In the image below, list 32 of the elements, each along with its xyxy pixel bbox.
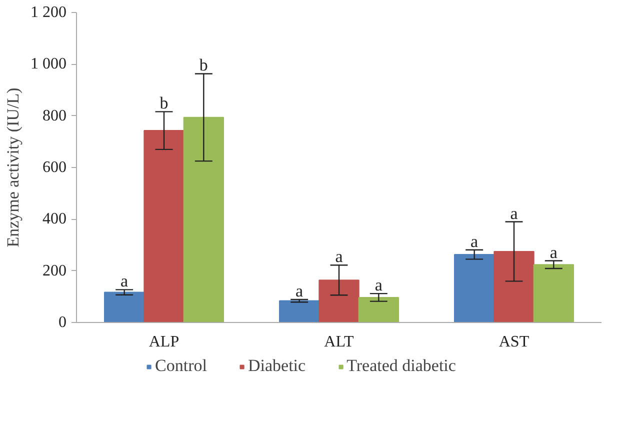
annotation: a bbox=[550, 242, 558, 262]
annotation: a bbox=[335, 247, 344, 266]
legend-label: Control bbox=[155, 356, 207, 376]
y-tick-label: 800 bbox=[42, 107, 66, 124]
y-tick-label: 400 bbox=[42, 210, 66, 228]
annotation: a bbox=[374, 276, 383, 295]
bar bbox=[183, 116, 224, 322]
bar bbox=[104, 292, 145, 322]
y-tick-label: 600 bbox=[42, 159, 66, 176]
bar bbox=[454, 254, 495, 322]
bar bbox=[318, 280, 360, 322]
x-tick-label: ALP bbox=[148, 334, 180, 350]
annotation: a bbox=[296, 282, 304, 301]
bar bbox=[358, 296, 399, 322]
y-tick-label: 0 bbox=[58, 314, 66, 331]
bar bbox=[144, 130, 184, 322]
y-tick-label: 1 000 bbox=[30, 56, 66, 73]
annotation: a bbox=[510, 204, 518, 223]
bar bbox=[533, 264, 574, 322]
x-tick-label: AST bbox=[498, 334, 530, 350]
annotation: a bbox=[120, 272, 129, 291]
bar bbox=[279, 300, 320, 322]
bar bbox=[494, 250, 534, 322]
legend-label: Diabetic bbox=[248, 356, 306, 376]
annotation: b bbox=[199, 56, 208, 75]
y-axis-title: Enzyme activity (IU/L) bbox=[4, 88, 22, 248]
y-tick-label: 200 bbox=[42, 262, 66, 280]
x-tick-label: ALT bbox=[324, 334, 354, 350]
y-tick-label: 1 200 bbox=[30, 4, 66, 21]
annotation: a bbox=[470, 232, 479, 251]
annotation: b bbox=[160, 94, 168, 113]
legend-label: Treated diabetic bbox=[346, 356, 456, 376]
